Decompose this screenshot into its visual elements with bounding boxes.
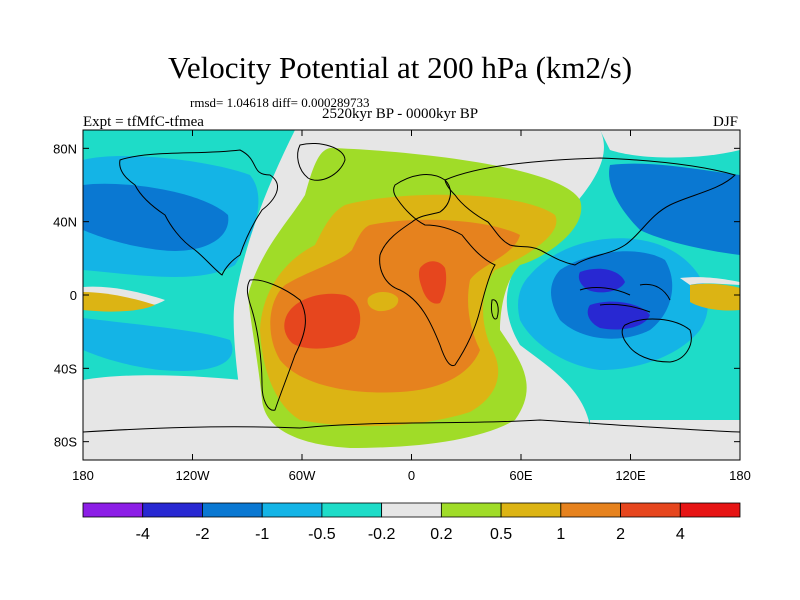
greenland-outline <box>297 143 346 181</box>
colorbar-swatch <box>321 502 383 518</box>
colorbar-swatch <box>261 502 323 518</box>
lon-tick-label: 120W <box>176 468 211 483</box>
contour-fill <box>680 277 740 285</box>
colorbar-swatch <box>142 502 203 518</box>
lon-tick-label: 180 <box>729 468 751 483</box>
lat-tick-label: 80S <box>54 435 77 450</box>
lat-tick-label: 40N <box>53 215 77 230</box>
contour-fill <box>587 301 650 330</box>
antarctica-outline <box>83 419 740 433</box>
lon-tick-label: 120E <box>615 468 646 483</box>
colorbar-label: 4 <box>676 526 685 543</box>
colorbar-label: -0.5 <box>308 526 336 543</box>
colorbar-label: 2 <box>616 526 625 543</box>
lon-tick-label: 60W <box>289 468 316 483</box>
experiment-label: Expt = tfMfC-tfmea <box>83 114 204 130</box>
contour-fill <box>83 375 262 460</box>
contour-fill <box>690 283 740 311</box>
contour-fill <box>83 183 229 251</box>
colorbar-label: -2 <box>195 526 209 543</box>
lat-tick-label: 80N <box>53 141 77 156</box>
colorbar-label: -1 <box>255 526 269 543</box>
contour-fill <box>83 292 155 312</box>
colorbar-label: 1 <box>556 526 565 543</box>
south-america-outline <box>246 279 306 411</box>
colorbar-swatch <box>381 502 442 518</box>
contour-fill <box>578 268 625 293</box>
lon-tick-label: 180 <box>72 468 94 483</box>
contour-fill <box>418 261 447 304</box>
asia-outline <box>444 157 736 266</box>
africa-europe-outline <box>379 174 496 367</box>
colorbar-label: 0.2 <box>430 526 452 543</box>
madagascar-outline <box>491 299 499 320</box>
contour-fill <box>367 292 399 312</box>
colorbar-label: -4 <box>136 526 150 543</box>
colorbar-swatch <box>560 502 621 518</box>
colorbar-swatch <box>82 502 144 518</box>
contour-fill <box>600 130 740 158</box>
north-america-outline <box>119 149 278 276</box>
period-label: 2520kyr BP - 0000kyr BP <box>322 106 479 122</box>
axis-ticks: 180 120W 60W 0 60E 120E 180 80N 40N 0 40S 80S <box>53 130 751 483</box>
lon-tick-label: 0 <box>408 468 415 483</box>
lat-tick-label: 40S <box>54 361 77 376</box>
contour-fill <box>590 420 740 460</box>
plot-title: Velocity Potential at 200 hPa (km2/s) <box>167 50 633 85</box>
map-contours <box>83 130 740 460</box>
colorbar: -4 -2 -1 -0.5 -0.2 0.2 0.5 1 2 4 <box>82 502 741 543</box>
colorbar-swatch <box>620 502 681 518</box>
colorbar-swatch <box>500 502 562 518</box>
colorbar-swatch <box>202 502 263 518</box>
season-label: DJF <box>712 114 738 130</box>
contour-fill <box>83 318 233 371</box>
colorbar-label: 0.5 <box>490 526 512 543</box>
colorbar-label: -0.2 <box>368 526 396 543</box>
coastlines <box>83 143 740 433</box>
lon-tick-label: 60E <box>509 468 532 483</box>
lat-tick-label: 0 <box>70 288 77 303</box>
indonesia-outline <box>579 283 671 313</box>
colorbar-swatch <box>679 502 741 518</box>
colorbar-swatch <box>440 502 502 518</box>
contour-fill <box>609 163 740 255</box>
stats-line: rmsd= 1.04618 diff= 0.000289733 <box>190 95 370 110</box>
australia-outline <box>621 318 692 363</box>
